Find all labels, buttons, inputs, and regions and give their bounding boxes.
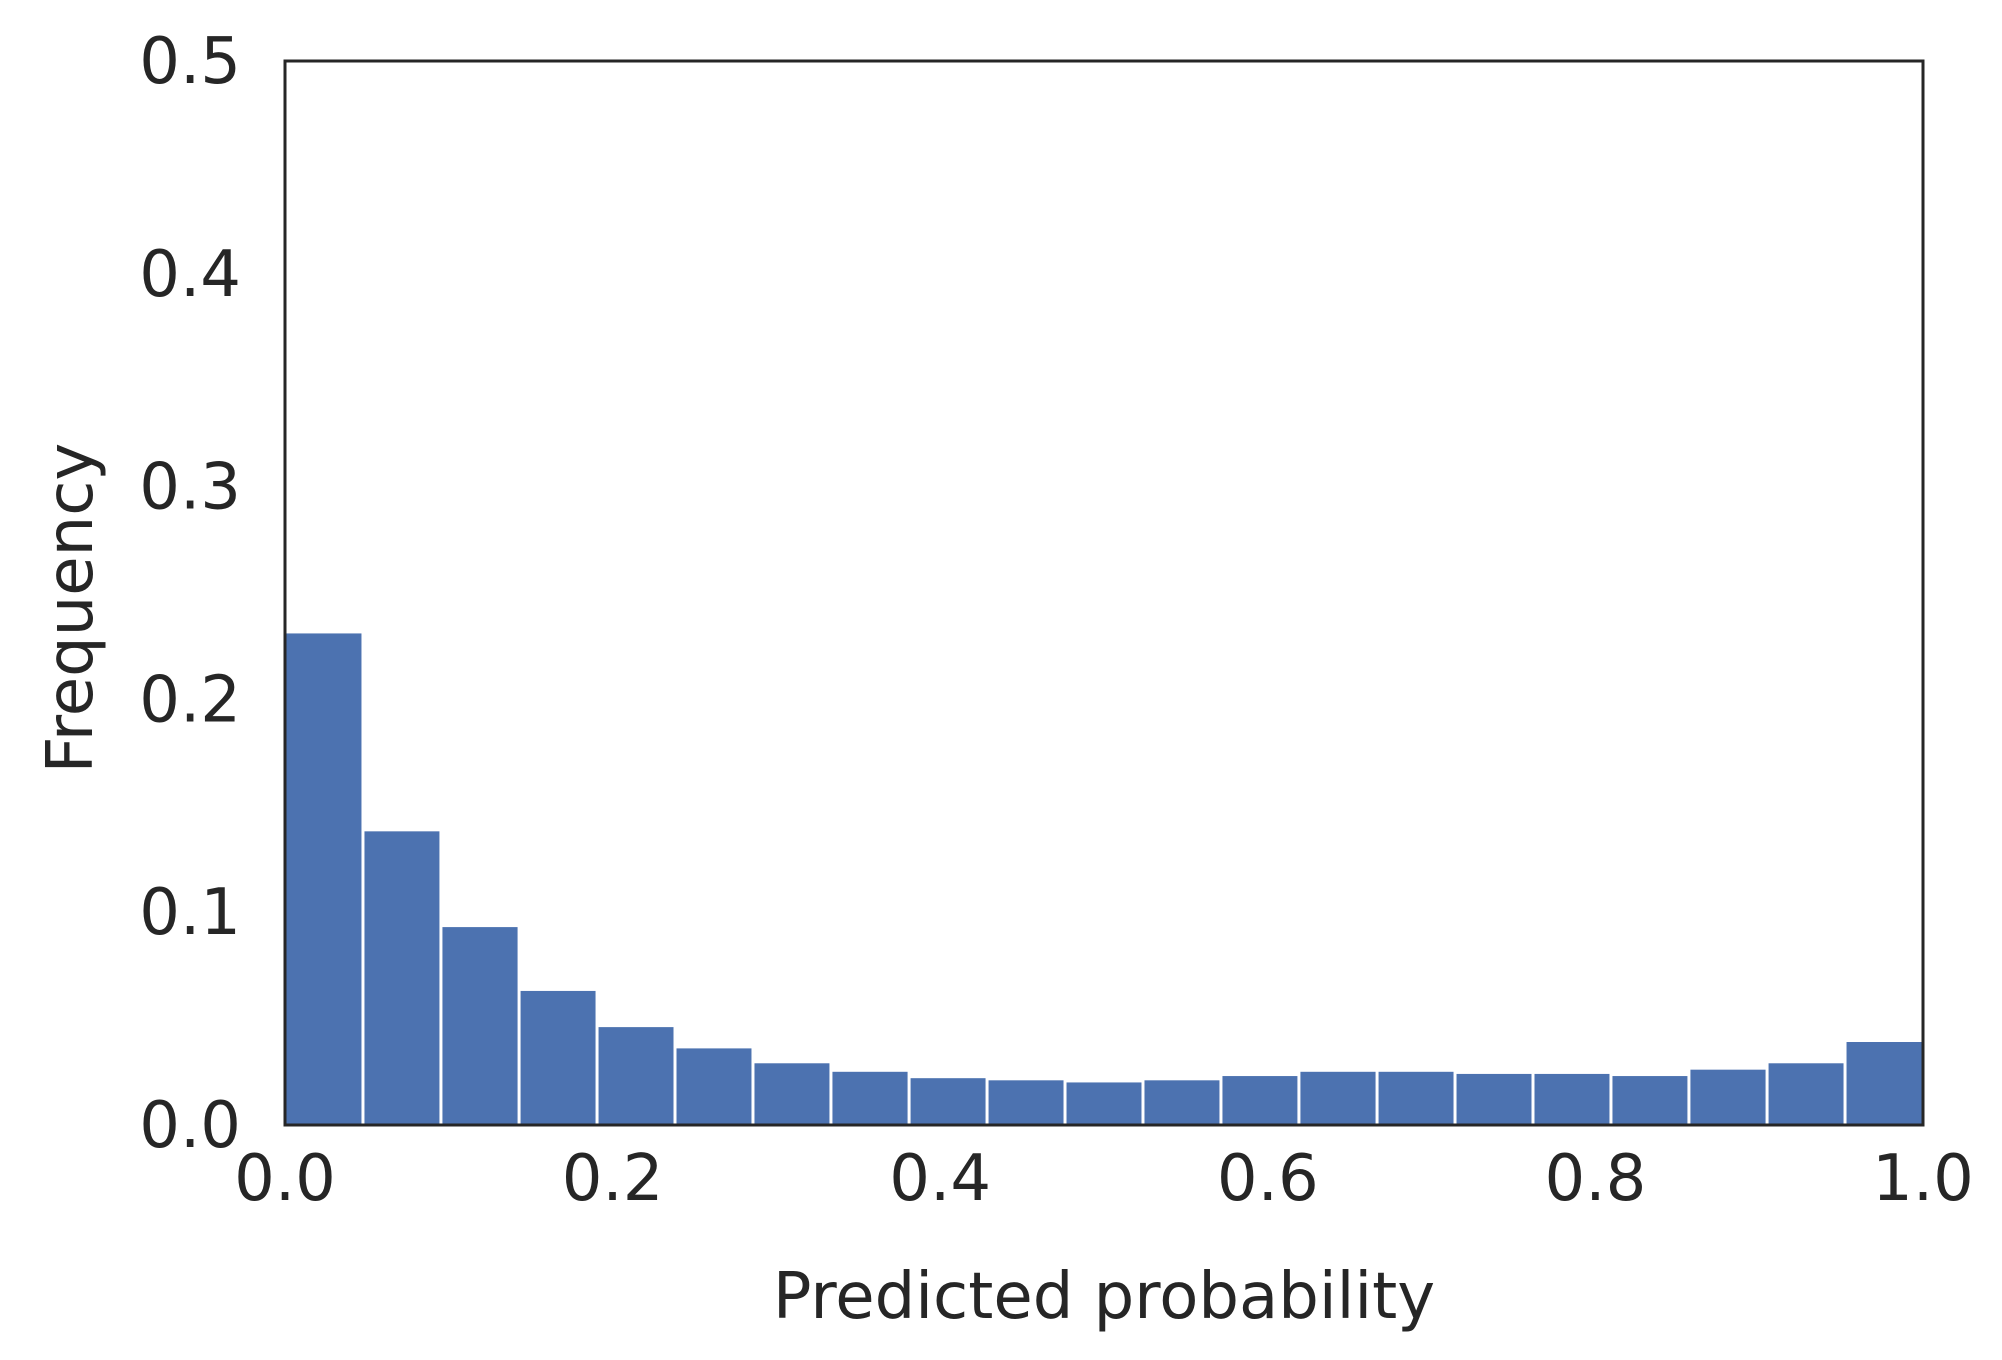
histogram-bar [910, 1078, 986, 1125]
x-tick-label: 1.0 [1872, 1142, 1974, 1216]
y-tick-label: 0.3 [139, 451, 241, 525]
x-tick-label: 0.2 [562, 1142, 664, 1216]
y-tick-labels: 0.0 0.1 0.2 0.3 0.4 0.5 [139, 25, 241, 1163]
histogram-bar [1066, 1082, 1142, 1125]
histogram-bar [1690, 1069, 1766, 1125]
plot-frame [283, 59, 1925, 1127]
y-tick-label: 0.0 [139, 1089, 241, 1163]
histogram-bar [442, 927, 518, 1125]
histogram-bar [1768, 1063, 1844, 1125]
histogram-bar [1300, 1071, 1376, 1125]
histogram-bar [1534, 1073, 1610, 1125]
x-tick-label: 0.8 [1545, 1142, 1647, 1216]
histogram-bar [1222, 1076, 1298, 1125]
histogram-bar [1846, 1042, 1922, 1125]
y-tick-label: 0.4 [139, 238, 241, 312]
histogram-bar [754, 1063, 830, 1125]
y-tick-label: 0.5 [139, 25, 241, 99]
histogram-bar [598, 1027, 674, 1125]
y-axis-label: Frequency [34, 443, 108, 774]
histogram-bar [520, 990, 596, 1125]
histogram-bar [364, 831, 440, 1125]
bars-group [286, 633, 1922, 1125]
y-tick-label: 0.1 [139, 876, 241, 950]
y-tick-label: 0.2 [139, 663, 241, 737]
x-tick-labels: 0.0 0.2 0.4 0.6 0.8 1.0 [234, 1142, 1974, 1216]
histogram-bar [1456, 1073, 1532, 1125]
x-axis-label: Predicted probability [773, 1260, 1435, 1334]
histogram-bar [988, 1080, 1064, 1125]
histogram-bar [676, 1048, 752, 1125]
x-tick-label: 0.4 [889, 1142, 991, 1216]
histogram-bar [286, 633, 362, 1125]
histogram-bar [832, 1071, 908, 1125]
x-tick-label: 0.6 [1217, 1142, 1319, 1216]
histogram-bar [1144, 1080, 1220, 1125]
histogram-bar [1378, 1071, 1454, 1125]
x-tick-label: 0.0 [234, 1142, 336, 1216]
histogram-bar [1612, 1076, 1688, 1125]
